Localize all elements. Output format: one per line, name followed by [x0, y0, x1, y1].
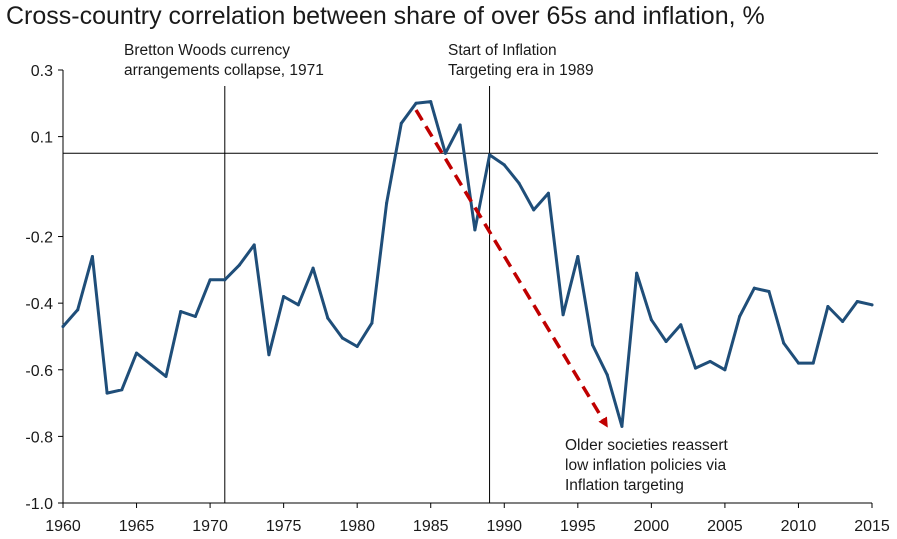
data-point	[473, 228, 477, 232]
data-point	[399, 121, 403, 125]
data-point	[135, 351, 139, 355]
data-point	[723, 368, 727, 372]
arrow-group	[414, 109, 608, 428]
data-point	[149, 363, 153, 367]
data-point	[61, 324, 65, 328]
data-point	[208, 278, 212, 282]
data-point	[796, 361, 800, 365]
data-point	[443, 151, 447, 155]
data-point	[679, 323, 683, 327]
data-point	[267, 353, 271, 357]
data-point	[841, 319, 845, 323]
x-tick-label: 2005	[707, 518, 743, 535]
data-point	[664, 339, 668, 343]
data-point	[591, 343, 595, 347]
x-tick-label: 2015	[854, 518, 890, 535]
data-point	[752, 286, 756, 290]
data-point	[311, 266, 315, 270]
y-tick-label: -0.6	[25, 363, 53, 380]
y-tick-label: -1.0	[25, 496, 53, 513]
annotation-text: Bretton Woods currency	[124, 42, 290, 59]
data-point	[517, 181, 521, 185]
series-line	[61, 100, 874, 428]
data-point	[296, 303, 300, 307]
chart-title: Cross-country correlation between share …	[6, 2, 765, 30]
data-point	[458, 123, 462, 127]
data-point	[576, 255, 580, 259]
x-tick-label: 1995	[560, 518, 596, 535]
data-point	[708, 359, 712, 363]
data-point	[252, 243, 256, 247]
annotation-text: low inflation policies via	[565, 457, 726, 474]
data-point	[738, 314, 742, 318]
data-point	[105, 391, 109, 395]
data-point	[326, 316, 330, 320]
data-point	[605, 373, 609, 377]
x-tick-label: 1990	[486, 518, 522, 535]
annotation-text: Targeting era in 1989	[448, 62, 594, 79]
annotations-group: Bretton Woods currency arrangements colla…	[124, 42, 729, 494]
y-tick-label: 0.3	[31, 63, 53, 80]
reference-lines-group	[63, 86, 878, 503]
data-point	[855, 299, 859, 303]
data-point	[429, 100, 433, 104]
data-point	[782, 341, 786, 345]
axes-group: 0.3 0.1 -0.2 -0.4 -0.6 -0.8 -1.0 1960 1965 1970 19…	[25, 63, 889, 535]
data-point	[282, 294, 286, 298]
y-tick-label: -0.2	[25, 230, 53, 247]
data-point	[164, 374, 168, 378]
data-point	[870, 303, 874, 307]
x-tick-label: 1970	[192, 518, 228, 535]
annotation-text: Older societies reassert	[565, 437, 729, 454]
data-point	[414, 101, 418, 105]
data-point	[767, 289, 771, 293]
data-point	[340, 336, 344, 340]
trend-arrow	[414, 109, 608, 428]
data-point	[193, 314, 197, 318]
data-point	[90, 255, 94, 259]
data-point	[635, 271, 639, 275]
data-point	[370, 321, 374, 325]
data-point	[355, 344, 359, 348]
data-point	[179, 309, 183, 313]
data-point	[502, 163, 506, 167]
data-point	[488, 153, 492, 157]
data-point	[693, 366, 697, 370]
data-point	[546, 191, 550, 195]
x-tick-label: 1965	[119, 518, 155, 535]
y-tick-label: 0.1	[31, 130, 53, 147]
annotation-text: arrangements collapse, 1971	[124, 62, 324, 79]
data-point	[826, 304, 830, 308]
x-tick-label: 2010	[781, 518, 817, 535]
series-group	[61, 100, 874, 428]
y-tick-label: -0.8	[25, 429, 53, 446]
data-point	[620, 424, 624, 428]
data-point	[238, 263, 242, 267]
data-point	[120, 388, 124, 392]
x-tick-label: 1985	[413, 518, 449, 535]
y-tick-label: -0.4	[25, 296, 53, 313]
data-point	[532, 208, 536, 212]
data-point	[561, 313, 565, 317]
data-point	[223, 278, 227, 282]
data-point	[649, 318, 653, 322]
annotation-text: Inflation targeting	[565, 477, 684, 494]
x-tick-label: 1980	[339, 518, 375, 535]
data-point	[811, 361, 815, 365]
data-point	[385, 201, 389, 205]
annotation-text: Start of Inflation	[448, 42, 557, 59]
x-tick-label: 1975	[266, 518, 302, 535]
x-tick-label: 1960	[45, 518, 81, 535]
data-point	[76, 308, 80, 312]
x-tick-label: 2000	[634, 518, 670, 535]
